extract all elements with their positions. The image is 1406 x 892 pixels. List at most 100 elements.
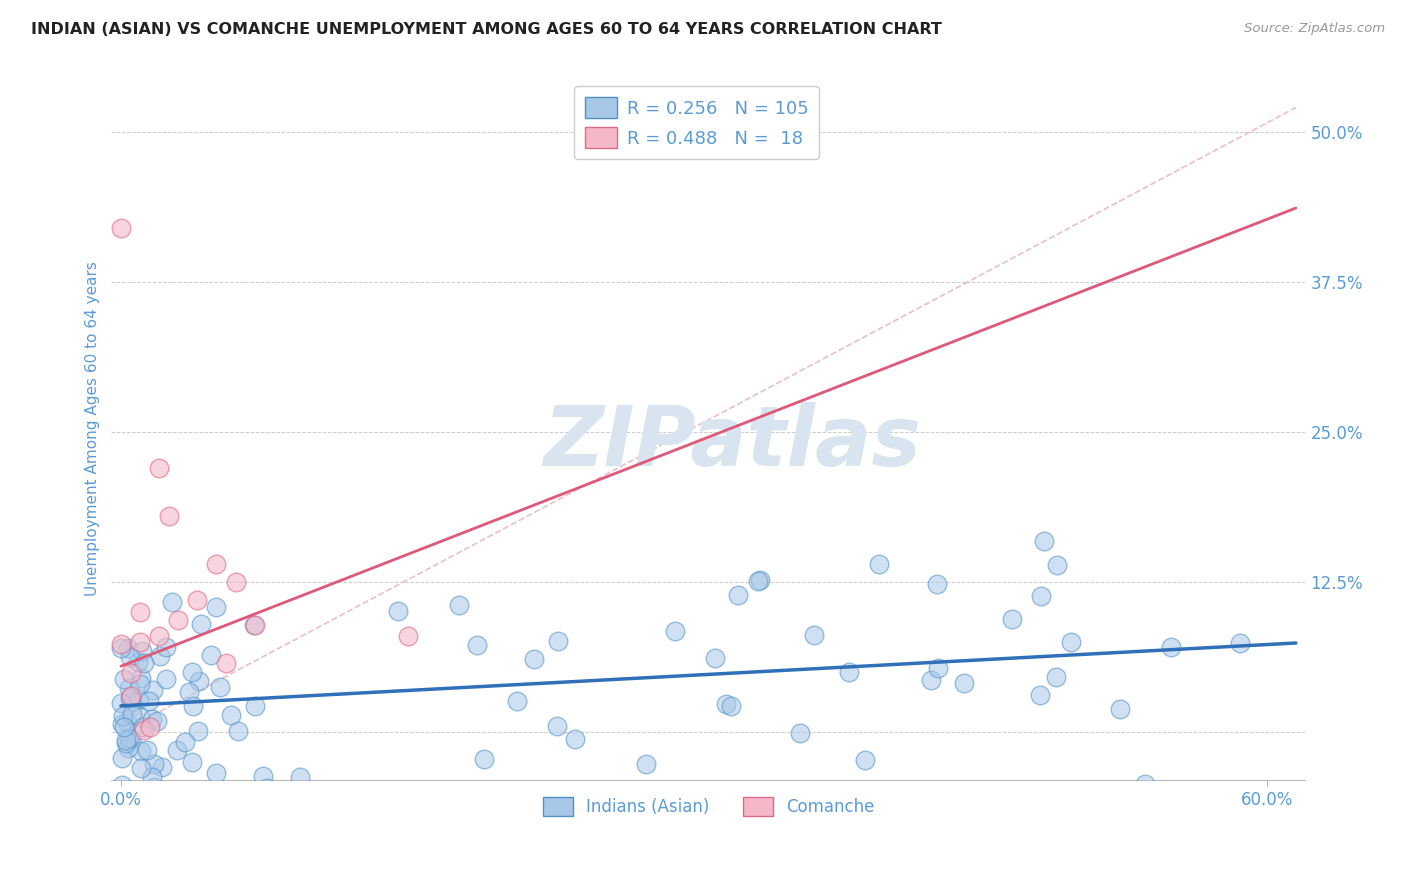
Point — [1029, 688, 1052, 702]
Point — [245, 699, 267, 714]
Point — [167, 613, 190, 627]
Point — [838, 665, 860, 680]
Point — [129, 744, 152, 758]
Point — [128, 791, 150, 805]
Point — [110, 640, 132, 655]
Point — [547, 634, 569, 648]
Point — [132, 721, 155, 735]
Point — [115, 736, 138, 750]
Point — [129, 605, 152, 619]
Point — [142, 756, 165, 771]
Point — [127, 655, 149, 669]
Point — [141, 712, 163, 726]
Point — [927, 661, 949, 675]
Point — [117, 640, 139, 655]
Point — [148, 461, 170, 475]
Point — [868, 557, 890, 571]
Point — [118, 681, 141, 695]
Point — [131, 644, 153, 658]
Point — [186, 593, 208, 607]
Point — [523, 651, 546, 665]
Point — [110, 697, 132, 711]
Point — [157, 508, 180, 523]
Point — [1109, 701, 1132, 715]
Point — [925, 577, 948, 591]
Point — [138, 720, 160, 734]
Point — [110, 220, 132, 235]
Point — [111, 708, 134, 723]
Point — [120, 690, 142, 705]
Point — [117, 741, 139, 756]
Point — [160, 595, 183, 609]
Point — [256, 780, 278, 795]
Point — [952, 676, 974, 690]
Point — [129, 635, 152, 649]
Point — [110, 637, 132, 651]
Point — [155, 673, 177, 687]
Point — [142, 780, 165, 794]
Point — [117, 714, 139, 729]
Point — [180, 755, 202, 769]
Point — [449, 598, 471, 612]
Point — [138, 694, 160, 708]
Point — [188, 673, 211, 688]
Point — [145, 714, 167, 728]
Point — [803, 627, 825, 641]
Point — [129, 671, 152, 685]
Point — [209, 680, 232, 694]
Point — [148, 629, 170, 643]
Point — [474, 752, 496, 766]
Point — [173, 735, 195, 749]
Point — [288, 770, 311, 784]
Point — [749, 574, 772, 588]
Point — [1135, 777, 1157, 791]
Point — [564, 732, 586, 747]
Text: INDIAN (ASIAN) VS COMANCHE UNEMPLOYMENT AMONG AGES 60 TO 64 YEARS CORRELATION CH: INDIAN (ASIAN) VS COMANCHE UNEMPLOYMENT … — [31, 22, 942, 37]
Point — [921, 673, 943, 687]
Point — [112, 672, 135, 686]
Point — [664, 624, 686, 638]
Point — [111, 751, 134, 765]
Point — [181, 665, 204, 679]
Point — [1045, 669, 1067, 683]
Point — [200, 648, 222, 662]
Point — [737, 798, 759, 813]
Point — [187, 724, 209, 739]
Point — [1046, 558, 1069, 573]
Point — [120, 689, 142, 703]
Legend: Indians (Asian), Comanche: Indians (Asian), Comanche — [534, 789, 883, 825]
Point — [181, 699, 204, 714]
Point — [1032, 533, 1054, 548]
Point — [465, 639, 488, 653]
Point — [141, 682, 163, 697]
Point — [634, 756, 657, 771]
Point — [110, 880, 132, 892]
Point — [720, 699, 742, 714]
Point — [506, 694, 529, 708]
Point — [112, 721, 135, 735]
Point — [141, 770, 163, 784]
Point — [252, 769, 274, 783]
Text: Source: ZipAtlas.com: Source: ZipAtlas.com — [1244, 22, 1385, 36]
Point — [117, 731, 139, 745]
Point — [215, 656, 238, 670]
Point — [387, 604, 409, 618]
Point — [243, 617, 266, 632]
Point — [1229, 636, 1251, 650]
Point — [225, 574, 247, 589]
Point — [396, 629, 419, 643]
Point — [114, 733, 136, 747]
Point — [121, 707, 143, 722]
Point — [714, 697, 737, 711]
Point — [1059, 634, 1081, 648]
Point — [205, 766, 228, 780]
Point — [134, 656, 156, 670]
Point — [114, 802, 136, 816]
Point — [152, 760, 174, 774]
Point — [789, 726, 811, 740]
Point — [111, 778, 134, 792]
Point — [1029, 589, 1052, 603]
Point — [177, 685, 200, 699]
Point — [205, 557, 228, 571]
Point — [155, 640, 177, 655]
